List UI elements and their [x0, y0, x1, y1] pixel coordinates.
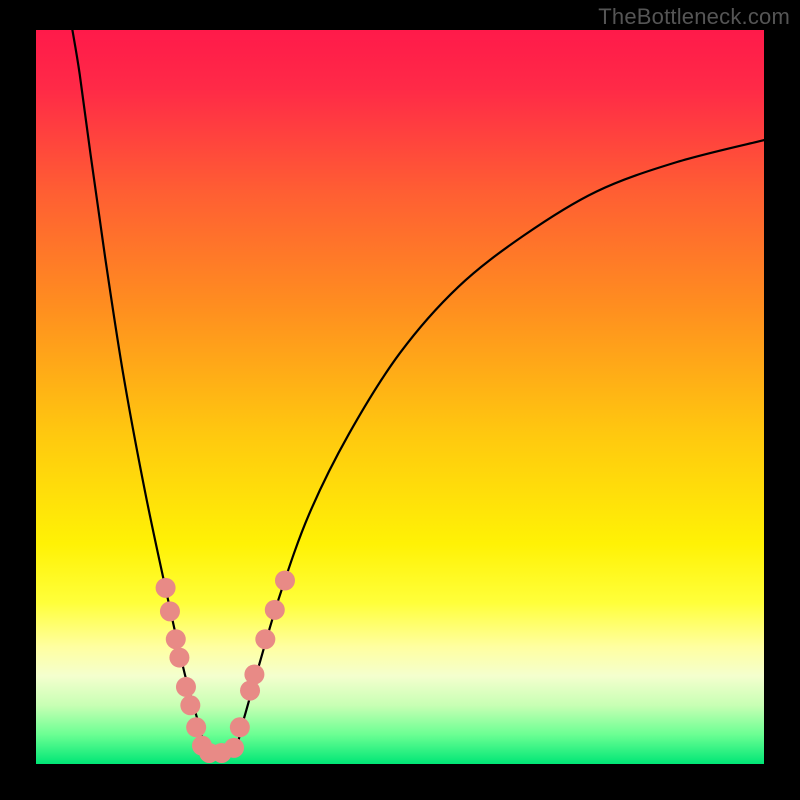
- marker-right: [265, 600, 285, 620]
- marker-right: [230, 717, 250, 737]
- marker-right: [255, 629, 275, 649]
- marker-left: [169, 648, 189, 668]
- marker-right: [275, 571, 295, 591]
- marker-right: [244, 664, 264, 684]
- marker-right: [224, 738, 244, 758]
- marker-left: [180, 695, 200, 715]
- plot-svg: [36, 30, 764, 764]
- marker-left: [176, 677, 196, 697]
- marker-left: [166, 629, 186, 649]
- plot-area: [36, 30, 764, 764]
- gradient-background: [36, 30, 764, 764]
- watermark-text: TheBottleneck.com: [598, 4, 790, 30]
- marker-left: [160, 601, 180, 621]
- marker-left: [186, 717, 206, 737]
- chart-frame: TheBottleneck.com: [0, 0, 800, 800]
- marker-left: [156, 578, 176, 598]
